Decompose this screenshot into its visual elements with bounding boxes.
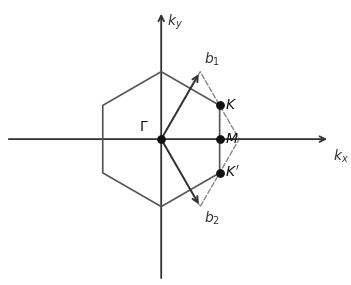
Point [217,103,223,108]
Text: $\Gamma$: $\Gamma$ [139,120,149,134]
Text: $b_1$: $b_1$ [204,51,220,68]
Point [217,137,223,141]
Text: $M$: $M$ [225,132,239,146]
Point [217,171,223,175]
Text: $k_y$: $k_y$ [167,12,183,32]
Text: $K$: $K$ [225,98,237,112]
Text: $b_2$: $b_2$ [204,210,220,227]
Point [158,137,164,141]
Text: $k_x$: $k_x$ [333,148,349,165]
Text: $K'$: $K'$ [225,165,240,180]
